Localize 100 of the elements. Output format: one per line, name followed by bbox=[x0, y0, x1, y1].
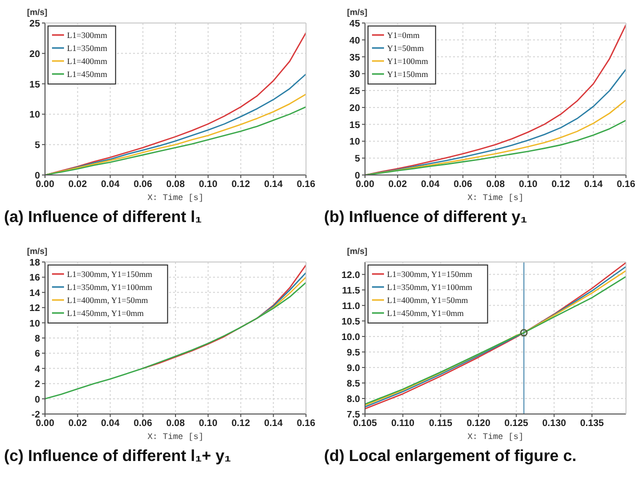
legend-label: Y1=150mm bbox=[387, 69, 429, 79]
x-tick-label: 0.110 bbox=[391, 418, 414, 429]
text: (a) Influence of different l₁ bbox=[4, 209, 202, 226]
legend-label: Y1=100mm bbox=[387, 56, 429, 66]
x-axis-title: X: Time [s] bbox=[467, 193, 524, 203]
x-tick-label: 0.135 bbox=[580, 418, 605, 429]
x-tick-label: 0.06 bbox=[454, 179, 472, 190]
y-tick-label: 40 bbox=[349, 35, 360, 46]
x-tick-label: 0.08 bbox=[486, 179, 505, 190]
y-tick-label: 4 bbox=[34, 364, 41, 375]
x-axis-title: X: Time [s] bbox=[147, 432, 204, 442]
legend-label: L1=350mm, Y1=100mm bbox=[387, 282, 473, 292]
x-tick-label: 0.12 bbox=[232, 418, 250, 429]
x-tick-label: 0.02 bbox=[68, 418, 87, 429]
y-axis-title: [m/s] bbox=[347, 7, 368, 17]
legend-label: L1=300mm, Y1=150mm bbox=[387, 269, 473, 279]
y-tick-label: 18 bbox=[29, 258, 40, 268]
y-tick-label: 15 bbox=[349, 120, 361, 131]
x-tick-label: 0.06 bbox=[134, 418, 152, 429]
y-tick-label: 10.5 bbox=[342, 316, 361, 328]
y-tick-label: 12.0 bbox=[342, 270, 360, 281]
x-tick-label: 0.02 bbox=[388, 179, 407, 190]
x-tick-label: 0.14 bbox=[264, 418, 284, 429]
y-tick-label: 5 bbox=[354, 154, 361, 165]
x-tick-label: 0.00 bbox=[36, 179, 54, 190]
y-tick-label: 11.5 bbox=[342, 285, 361, 296]
x-tick-label: 0.105 bbox=[353, 418, 378, 429]
y-tick-label: 30 bbox=[349, 69, 360, 80]
legend-label: L1=400mm, Y1=50mm bbox=[387, 295, 468, 305]
y-tick-label: 25 bbox=[349, 86, 361, 98]
y-tick-label: 35 bbox=[349, 52, 361, 64]
x-tick-label: 0.10 bbox=[198, 179, 218, 190]
x-axis-title: X: Time [s] bbox=[147, 193, 204, 203]
y-tick-label: 0 bbox=[34, 170, 40, 182]
y-tick-label: 14 bbox=[29, 288, 41, 299]
x-tick-label: 0.16 bbox=[296, 418, 316, 429]
y-tick-label: 9.5 bbox=[346, 347, 361, 358]
y-axis-title: [m/s] bbox=[27, 246, 48, 256]
y-tick-label: 45 bbox=[349, 18, 361, 30]
legend-label: L1=300mm bbox=[67, 30, 108, 40]
y-tick-label: 10 bbox=[349, 136, 360, 148]
x-tick-label: 0.10 bbox=[518, 179, 538, 190]
legend-label: L1=450mm, Y1=0mm bbox=[67, 308, 144, 318]
y-tick-label: 11.0 bbox=[342, 300, 360, 312]
y-tick-label: 16 bbox=[29, 272, 40, 284]
legend-label: L1=400mm bbox=[67, 56, 108, 66]
x-tick-label: 0.04 bbox=[101, 179, 120, 190]
legend-label: L1=400mm, Y1=50mm bbox=[67, 295, 148, 305]
x-tick-label: 0.12 bbox=[232, 179, 250, 190]
legend-label: L1=350mm bbox=[67, 43, 108, 53]
y-tick-label: 0 bbox=[354, 170, 360, 182]
legend-label: L1=300mm, Y1=150mm bbox=[67, 269, 153, 279]
x-tick-label: 0.16 bbox=[616, 179, 636, 190]
x-tick-label: 0.14 bbox=[264, 179, 284, 190]
x-tick-label: 0.10 bbox=[198, 418, 218, 429]
x-tick-label: 0.14 bbox=[584, 179, 604, 190]
text: (d) Local enlargement of figure c. bbox=[324, 448, 576, 465]
x-tick-label: 0.04 bbox=[421, 179, 440, 190]
y-axis-title: [m/s] bbox=[347, 246, 368, 256]
x-tick-label: 0.130 bbox=[542, 418, 566, 429]
text: (c) Influence of different l₁+ y₁ bbox=[4, 448, 232, 465]
legend-label: L1=350mm, Y1=100mm bbox=[67, 282, 153, 292]
y-tick-label: -2 bbox=[32, 410, 40, 420]
y-tick-label: 15 bbox=[29, 79, 41, 90]
y-tick-label: 6 bbox=[34, 348, 40, 360]
y-tick-label: 12 bbox=[29, 303, 40, 314]
y-tick-label: 2 bbox=[34, 379, 40, 390]
y-tick-label: 20 bbox=[349, 102, 360, 114]
y-tick-label: 9.0 bbox=[346, 362, 360, 374]
legend-label: L1=450mm bbox=[67, 69, 108, 79]
y-axis-title: [m/s] bbox=[27, 7, 48, 17]
x-tick-label: 0.08 bbox=[166, 418, 185, 429]
x-tick-label: 0.00 bbox=[36, 418, 54, 429]
x-tick-label: 0.06 bbox=[134, 179, 152, 190]
y-tick-label: 25 bbox=[29, 18, 41, 30]
x-tick-label: 0.16 bbox=[296, 179, 316, 190]
legend-label: Y1=50mm bbox=[387, 43, 424, 53]
x-tick-label: 0.115 bbox=[429, 418, 453, 429]
y-tick-label: 8 bbox=[34, 334, 40, 344]
x-tick-label: 0.08 bbox=[166, 179, 185, 190]
line-series bbox=[44, 282, 307, 400]
y-tick-label: 0 bbox=[34, 394, 40, 406]
y-tick-label: 8.5 bbox=[346, 378, 361, 390]
text: (b) Influence of different y₁ bbox=[324, 209, 528, 226]
legend-label: L1=450mm, Y1=0mm bbox=[387, 308, 464, 318]
y-tick-label: 10.0 bbox=[342, 332, 360, 343]
y-tick-label: 7.5 bbox=[346, 410, 361, 420]
y-tick-label: 10 bbox=[29, 110, 40, 121]
y-tick-label: 20 bbox=[29, 48, 40, 60]
y-tick-label: 8.0 bbox=[346, 394, 360, 405]
x-tick-label: 0.02 bbox=[68, 179, 87, 190]
x-tick-label: 0.00 bbox=[356, 179, 374, 190]
x-tick-label: 0.12 bbox=[552, 179, 570, 190]
x-tick-label: 0.04 bbox=[101, 418, 120, 429]
legend-label: Y1=0mm bbox=[387, 30, 420, 40]
x-tick-label: 0.125 bbox=[504, 418, 529, 429]
y-tick-label: 5 bbox=[34, 140, 41, 152]
x-axis-title: X: Time [s] bbox=[467, 432, 524, 442]
x-tick-label: 0.120 bbox=[466, 418, 490, 429]
y-tick-label: 10 bbox=[29, 318, 40, 330]
